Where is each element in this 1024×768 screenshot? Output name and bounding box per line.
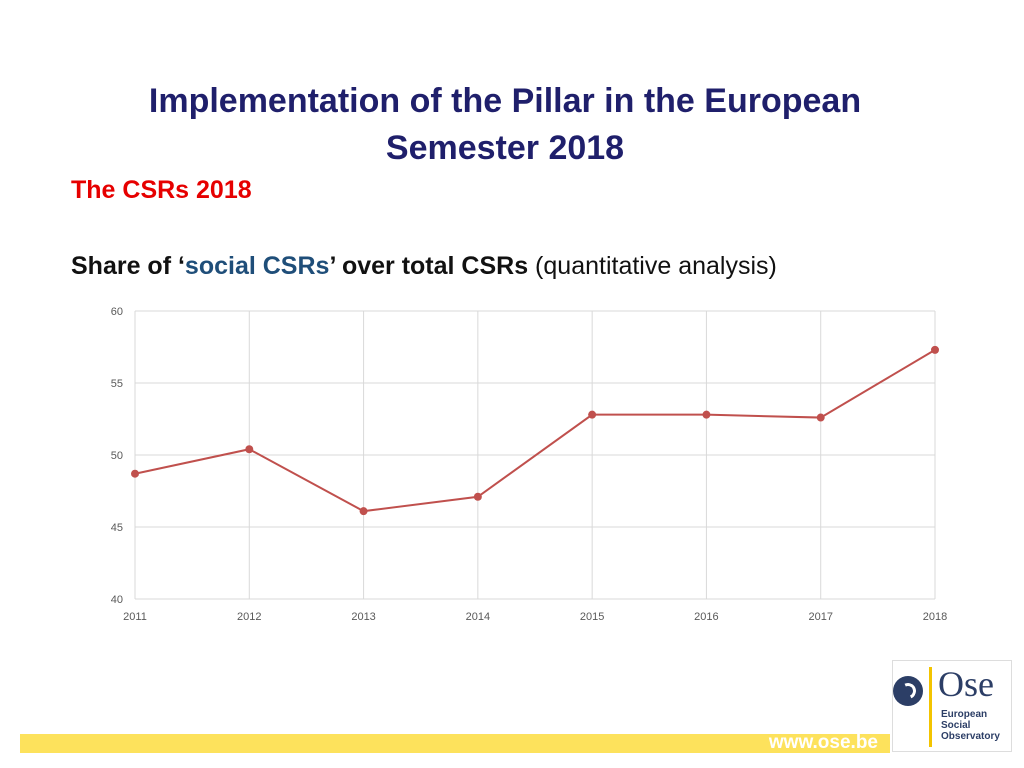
- slide-subtitle: The CSRs 2018: [71, 176, 252, 204]
- x-tick-label: 2017: [808, 611, 832, 623]
- heading-highlight: social CSRs: [184, 252, 330, 280]
- x-tick-label: 2016: [694, 611, 718, 623]
- series-line: [134, 349, 936, 513]
- heading-part3: (quantitative analysis): [528, 252, 777, 280]
- x-tick-label: 2014: [466, 611, 490, 623]
- line-chart: 40 45 50 55 60 2011 2012 2013 2014 2015 2016 2017 20…: [111, 306, 947, 623]
- ose-logo: Ose European Social Observatory: [892, 660, 1012, 752]
- data-point: [816, 413, 825, 422]
- footer-bar: www.ose.be: [20, 732, 890, 753]
- logo-divider: [929, 667, 932, 747]
- data-point: [245, 445, 254, 454]
- heading-part1: Share of ‘: [71, 252, 185, 280]
- heading-part2: ’ over total CSRs: [329, 252, 529, 280]
- data-point: [131, 469, 139, 478]
- chart-heading: Share of ‘social CSRs’ over total CSRs (…: [71, 252, 777, 281]
- x-tick-label: 2018: [923, 611, 947, 623]
- data-point: [359, 507, 368, 516]
- y-tick-label: 60: [111, 306, 123, 318]
- data-point: [931, 345, 939, 354]
- y-tick-label: 50: [111, 450, 123, 462]
- ose-emblem-icon: [893, 676, 923, 706]
- logo-subtitle: European Social Observatory: [941, 709, 1000, 742]
- x-tick-label: 2015: [580, 611, 604, 623]
- x-tick-label: 2013: [351, 611, 375, 623]
- x-tick-label: 2012: [237, 611, 261, 623]
- y-tick-label: 55: [111, 378, 123, 390]
- data-point: [588, 410, 597, 419]
- y-tick-label: 40: [111, 594, 123, 606]
- footer-url[interactable]: www.ose.be: [768, 732, 878, 753]
- data-point: [702, 410, 711, 419]
- x-tick-label: 2011: [123, 611, 147, 623]
- y-tick-label: 45: [111, 522, 123, 534]
- data-point: [473, 492, 482, 501]
- slide-title: Implementation of the Pillar in the Euro…: [148, 82, 862, 167]
- logo-name: Ose: [938, 664, 994, 704]
